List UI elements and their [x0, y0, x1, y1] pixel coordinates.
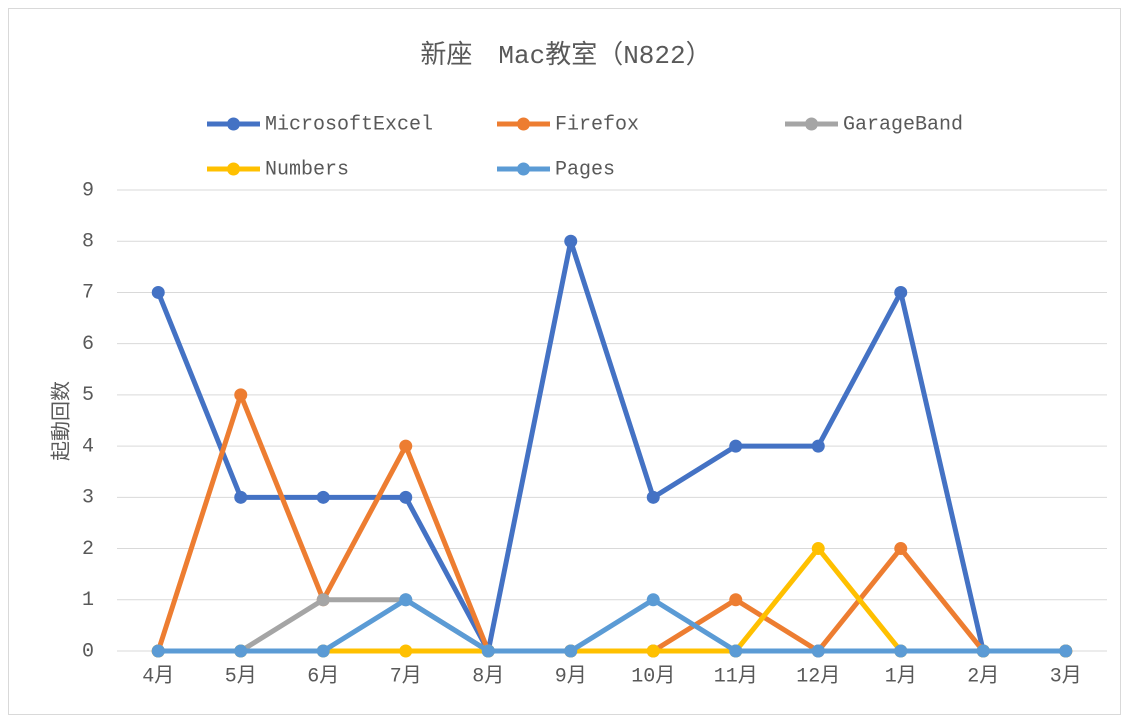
data-point: [976, 644, 990, 658]
x-tick-label: 2月: [967, 664, 999, 688]
legend-marker: [227, 117, 240, 131]
data-point: [399, 490, 413, 504]
x-tick-label: 1月: [885, 664, 917, 688]
y-tick-label: 8: [82, 231, 94, 254]
x-tick-label: 10月: [631, 664, 675, 688]
data-point: [481, 644, 495, 658]
legend-marker: [227, 162, 240, 176]
data-point: [729, 593, 743, 607]
data-point: [316, 490, 330, 504]
x-tick-label: 6月: [307, 664, 339, 688]
y-tick-label: 5: [82, 384, 94, 407]
y-tick-label: 6: [82, 333, 94, 356]
data-point: [316, 644, 330, 658]
data-point: [729, 644, 743, 658]
y-tick-label: 7: [82, 282, 94, 305]
data-point: [151, 285, 165, 299]
legend-label: Pages: [555, 158, 615, 181]
x-tick-label: 3月: [1050, 664, 1082, 688]
series-line: [158, 597, 1066, 654]
y-axis-label: 起動回数: [49, 381, 74, 461]
data-point: [234, 644, 248, 658]
data-point: [646, 490, 660, 504]
chart-title: 新座 Mac教室（N822）: [420, 40, 711, 71]
data-point: [399, 644, 413, 658]
data-point: [564, 234, 578, 248]
data-point: [894, 285, 908, 299]
x-tick-label: 5月: [225, 664, 257, 688]
legend-marker: [517, 117, 530, 131]
legend-label: Numbers: [265, 158, 349, 181]
data-point: [234, 490, 248, 504]
y-tick-label: 3: [82, 487, 94, 510]
data-point: [811, 542, 825, 556]
data-point: [399, 439, 413, 453]
data-point: [151, 644, 165, 658]
chart-border: [8, 8, 1121, 715]
data-point: [234, 388, 248, 402]
y-tick-label: 4: [82, 435, 94, 458]
data-point: [894, 542, 908, 556]
series-line: [155, 238, 1066, 654]
y-tick-label: 2: [82, 538, 94, 561]
data-point: [399, 593, 413, 607]
data-point: [564, 644, 578, 658]
y-tick-label: 1: [82, 589, 94, 612]
x-tick-label: 9月: [555, 664, 587, 688]
data-point: [316, 593, 330, 607]
legend-label: GarageBand: [843, 113, 963, 136]
legend-marker: [805, 117, 818, 131]
x-tick-label: 11月: [714, 664, 758, 688]
x-tick-label: 12月: [796, 664, 840, 688]
x-tick-label: 7月: [390, 664, 422, 688]
data-point: [1059, 644, 1073, 658]
legend-label: Firefox: [555, 113, 639, 136]
data-point: [894, 644, 908, 658]
legend-label: MicrosoftExcel: [265, 113, 433, 136]
legend-marker: [517, 162, 530, 176]
data-point: [729, 439, 743, 453]
data-point: [646, 644, 660, 658]
data-point: [811, 439, 825, 453]
y-tick-label: 0: [82, 640, 94, 663]
x-tick-label: 8月: [472, 664, 504, 688]
x-tick-label: 4月: [142, 664, 174, 688]
data-point: [811, 644, 825, 658]
data-point: [646, 593, 660, 607]
y-tick-label: 9: [82, 179, 94, 202]
